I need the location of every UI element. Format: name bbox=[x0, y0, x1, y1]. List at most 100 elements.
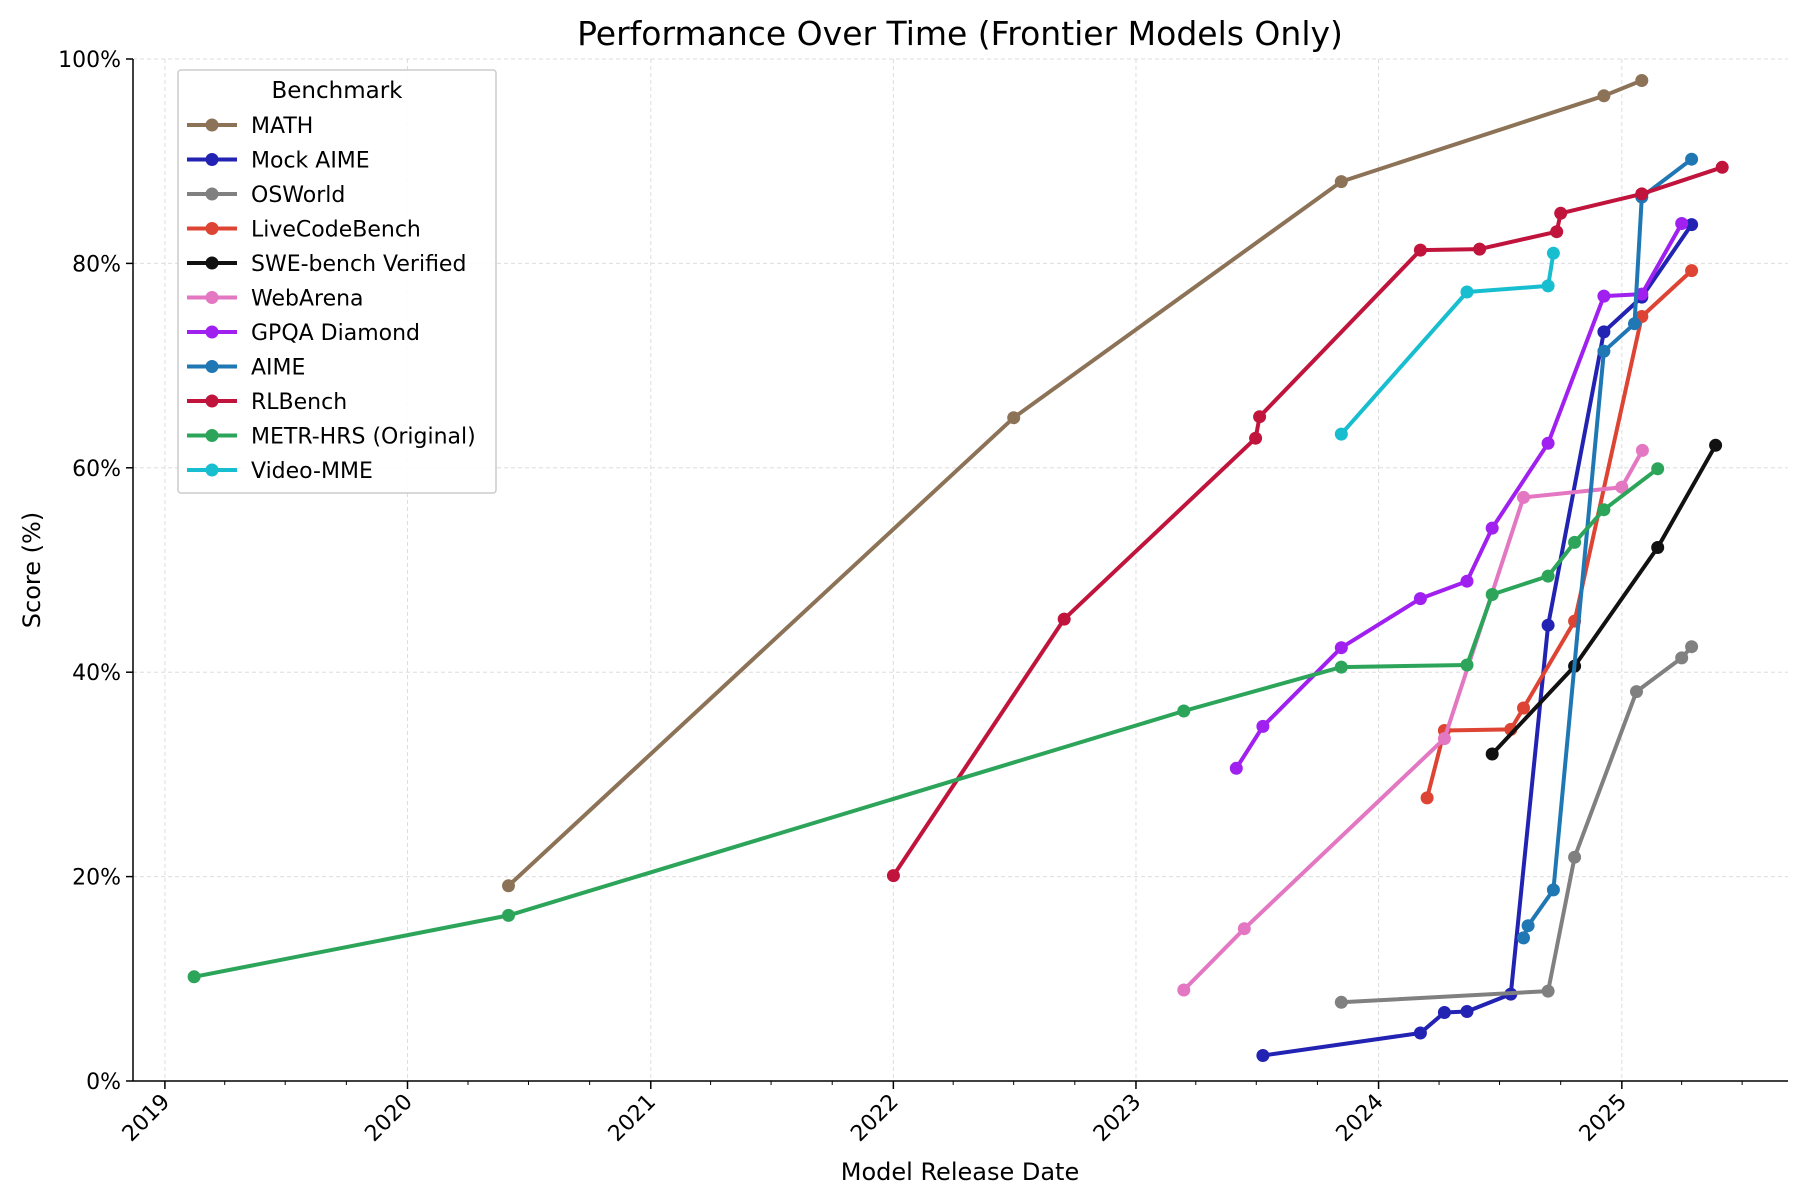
chart-title: Performance Over Time (Frontier Models O… bbox=[577, 14, 1343, 53]
data-point bbox=[1420, 791, 1434, 805]
legend-entry: OSWorld bbox=[187, 183, 345, 208]
data-point bbox=[1413, 1026, 1427, 1040]
legend-swatch-marker bbox=[205, 256, 219, 270]
x-tick-label: 2025 bbox=[1575, 1090, 1632, 1147]
data-point bbox=[1256, 719, 1270, 733]
legend-entry: GPQA Diamond bbox=[187, 321, 420, 346]
data-point bbox=[1630, 685, 1643, 699]
grid bbox=[133, 58, 1788, 1082]
x-tick-label: 2022 bbox=[846, 1090, 903, 1147]
legend-label: WebArena bbox=[251, 287, 364, 312]
legend-entry: Mock AIME bbox=[187, 149, 370, 174]
series-video-mme bbox=[1334, 246, 1560, 441]
legend-swatch-marker bbox=[205, 394, 219, 408]
data-point bbox=[1249, 431, 1263, 445]
series-line bbox=[1425, 268, 1694, 800]
legend-entry: LiveCodeBench bbox=[187, 218, 421, 243]
series-line bbox=[1490, 443, 1718, 756]
legend: Benchmark MATH Mock AIME OSWorld LiveCodeBe… bbox=[177, 69, 497, 494]
legend-label: SWE-bench Verified bbox=[251, 252, 466, 277]
legend-swatch-marker bbox=[205, 463, 219, 477]
legend-label: LiveCodeBench bbox=[251, 218, 421, 243]
legend-swatch-marker bbox=[205, 187, 219, 201]
series-line bbox=[1181, 448, 1645, 992]
data-point bbox=[1541, 618, 1555, 632]
data-point bbox=[1628, 317, 1641, 331]
data-point bbox=[1334, 427, 1348, 441]
data-point bbox=[1597, 289, 1611, 303]
data-point bbox=[1541, 569, 1555, 583]
legend-entry: WebArena bbox=[187, 287, 364, 312]
data-point bbox=[1597, 503, 1611, 517]
legend-swatch-marker bbox=[205, 118, 219, 132]
data-point bbox=[1597, 89, 1611, 103]
data-point bbox=[187, 970, 201, 984]
data-point bbox=[1413, 243, 1427, 257]
data-point bbox=[1007, 411, 1021, 425]
y-tick-label: 100% bbox=[58, 48, 121, 73]
data-point bbox=[1177, 704, 1191, 718]
series-line bbox=[1234, 221, 1684, 771]
legend-swatch-marker bbox=[205, 360, 219, 373]
data-point bbox=[1334, 995, 1348, 1009]
x-tick-label: 2024 bbox=[1332, 1090, 1389, 1147]
x-tick-label: 2021 bbox=[604, 1090, 661, 1147]
y-tick-label: 60% bbox=[72, 457, 121, 482]
legend-swatch-marker bbox=[205, 222, 219, 235]
y-tick-label: 80% bbox=[72, 252, 121, 277]
series-line bbox=[891, 165, 1725, 878]
data-point bbox=[1485, 521, 1499, 535]
data-point bbox=[1685, 152, 1699, 166]
data-point bbox=[1635, 287, 1649, 301]
legend-frame bbox=[177, 69, 497, 494]
data-point bbox=[502, 879, 515, 893]
data-point bbox=[1521, 919, 1535, 933]
data-point bbox=[1057, 612, 1071, 626]
legend-swatch-marker bbox=[205, 325, 219, 339]
x-axis-title: Model Release Date bbox=[841, 1158, 1079, 1186]
legend-label: Video-MME bbox=[251, 459, 373, 484]
data-point bbox=[1685, 218, 1699, 232]
data-point bbox=[1635, 74, 1649, 87]
legend-entry: Video-MME bbox=[187, 459, 373, 484]
data-point bbox=[1615, 480, 1629, 494]
data-point bbox=[1413, 592, 1427, 606]
y-tick-label: 0% bbox=[86, 1070, 121, 1095]
series-line bbox=[192, 466, 1660, 979]
legend-label: Mock AIME bbox=[251, 149, 370, 174]
series-math bbox=[502, 74, 1649, 893]
series-webarena bbox=[1177, 443, 1649, 997]
data-point bbox=[1460, 285, 1474, 299]
data-point bbox=[1253, 410, 1267, 424]
data-point bbox=[1177, 983, 1191, 997]
legend-swatch-marker bbox=[205, 429, 219, 442]
legend-label: GPQA Diamond bbox=[251, 321, 420, 346]
series-line bbox=[506, 78, 1644, 888]
data-point bbox=[1334, 660, 1348, 674]
data-point bbox=[1715, 160, 1729, 174]
legend-label: METR-HRS (Original) bbox=[251, 425, 476, 450]
data-point bbox=[1541, 279, 1555, 293]
data-point bbox=[1541, 436, 1555, 450]
data-point bbox=[1546, 246, 1560, 260]
data-point bbox=[1597, 325, 1611, 339]
legend-label: RLBench bbox=[251, 390, 347, 415]
data-point bbox=[1517, 701, 1530, 715]
data-point bbox=[1651, 462, 1665, 476]
y-tick-label: 40% bbox=[72, 661, 121, 686]
data-point bbox=[886, 869, 900, 883]
data-point bbox=[1485, 747, 1499, 761]
data-point bbox=[1568, 850, 1582, 864]
series-layer bbox=[187, 74, 1729, 1062]
data-point bbox=[1460, 574, 1474, 588]
data-point bbox=[1541, 984, 1555, 998]
legend-swatch-marker bbox=[205, 291, 219, 304]
data-point bbox=[1517, 490, 1530, 504]
series-rlbench bbox=[886, 160, 1729, 883]
y-tick-label: 20% bbox=[72, 866, 121, 891]
data-point bbox=[1460, 1005, 1474, 1018]
data-point bbox=[1237, 922, 1251, 936]
data-point bbox=[1334, 641, 1348, 655]
data-point bbox=[1473, 242, 1487, 256]
legend-swatch-marker bbox=[205, 153, 219, 166]
